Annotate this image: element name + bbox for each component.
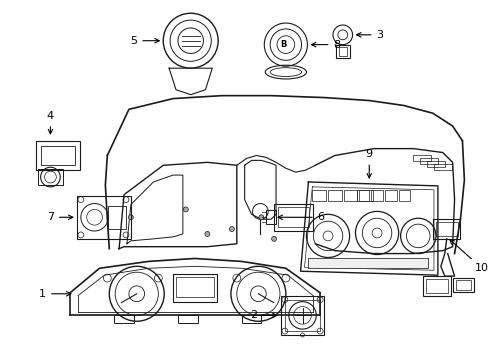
Bar bbox=[38, 169, 63, 185]
Bar bbox=[338, 46, 346, 57]
Bar bbox=[36, 141, 80, 170]
Bar bbox=[412, 156, 430, 161]
Bar bbox=[433, 164, 451, 170]
Bar bbox=[274, 203, 313, 231]
Text: 3: 3 bbox=[356, 30, 383, 40]
Circle shape bbox=[229, 226, 234, 231]
Text: 7: 7 bbox=[47, 212, 73, 222]
Text: 8: 8 bbox=[311, 40, 340, 50]
Bar bbox=[308, 258, 427, 268]
Bar bbox=[41, 146, 75, 165]
Bar bbox=[312, 190, 325, 201]
Bar bbox=[278, 207, 309, 227]
Text: 9: 9 bbox=[365, 149, 372, 178]
Bar bbox=[281, 296, 324, 335]
Bar bbox=[455, 280, 470, 290]
Text: 10: 10 bbox=[449, 239, 488, 273]
Bar bbox=[176, 277, 214, 297]
Bar bbox=[265, 210, 276, 224]
Text: 5: 5 bbox=[130, 36, 159, 46]
Bar bbox=[435, 222, 457, 236]
Circle shape bbox=[258, 215, 263, 220]
Bar bbox=[108, 206, 126, 229]
Bar bbox=[359, 190, 372, 201]
Text: 4: 4 bbox=[47, 111, 54, 134]
Bar bbox=[343, 190, 357, 201]
Bar bbox=[114, 315, 134, 323]
Text: B: B bbox=[280, 40, 286, 49]
Bar bbox=[425, 279, 447, 293]
Text: 2: 2 bbox=[249, 310, 276, 320]
Bar bbox=[178, 315, 197, 323]
Bar bbox=[335, 45, 349, 58]
Bar bbox=[357, 190, 368, 201]
Text: 1: 1 bbox=[39, 289, 71, 299]
Bar bbox=[384, 190, 396, 201]
Bar bbox=[370, 190, 382, 201]
Bar bbox=[285, 300, 320, 331]
Bar bbox=[241, 315, 261, 323]
Bar bbox=[422, 276, 450, 296]
Bar bbox=[327, 190, 341, 201]
Bar bbox=[77, 196, 131, 239]
Bar bbox=[173, 274, 217, 302]
Bar bbox=[398, 190, 409, 201]
Bar bbox=[419, 158, 437, 164]
Bar bbox=[308, 258, 427, 268]
Text: 6: 6 bbox=[278, 212, 324, 222]
Bar bbox=[426, 161, 444, 167]
Circle shape bbox=[204, 231, 209, 237]
Circle shape bbox=[183, 207, 188, 212]
Bar bbox=[452, 278, 473, 292]
Bar bbox=[432, 219, 460, 239]
Circle shape bbox=[271, 237, 276, 241]
Circle shape bbox=[128, 215, 133, 220]
